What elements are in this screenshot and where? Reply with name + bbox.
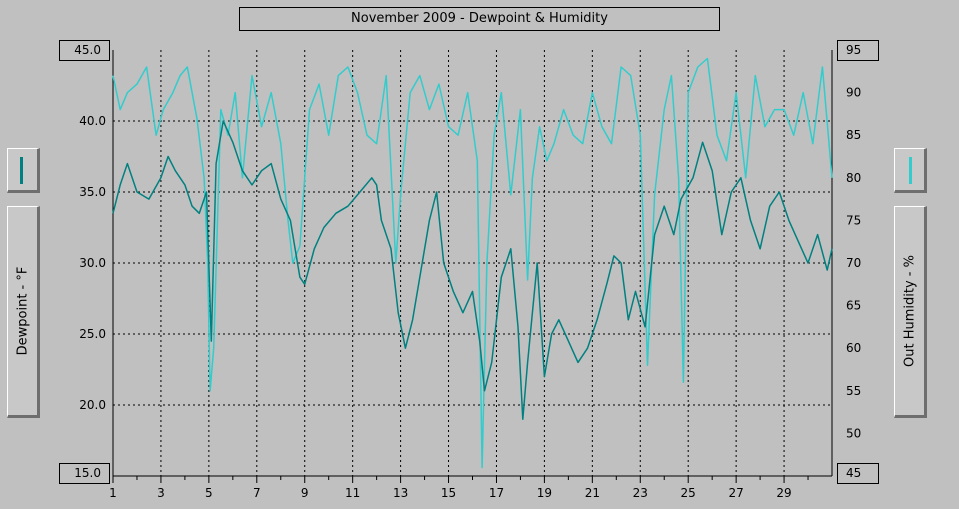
x-tick-label: 27: [728, 486, 743, 500]
x-tick-label: 1: [109, 486, 117, 500]
right-tick-label: 65: [846, 299, 861, 313]
x-tick-label: 15: [441, 486, 456, 500]
dewpoint-axis-panel[interactable]: Dewpoint - °F: [7, 206, 40, 418]
x-tick-label: 25: [681, 486, 696, 500]
humidity-line-icon: [909, 157, 912, 184]
x-tick-label: 19: [537, 486, 552, 500]
x-tick-label: 3: [157, 486, 165, 500]
right-tick-label: 70: [846, 256, 861, 270]
right-axis-max: 95: [837, 40, 879, 61]
right-tick-label: 60: [846, 341, 861, 355]
left-tick-label: 25.0: [79, 327, 106, 341]
right-axis-min: 45: [837, 463, 879, 484]
x-tick-label: 9: [301, 486, 309, 500]
right-tick-label: 50: [846, 426, 861, 440]
right-tick-label: 85: [846, 128, 861, 142]
x-tick-label: 29: [776, 486, 791, 500]
x-tick-label: 11: [345, 486, 360, 500]
dewpoint-series-line: [112, 120, 833, 420]
left-tick-label: 40.0: [79, 114, 106, 128]
x-tick-label: 5: [205, 486, 213, 500]
right-tick-label: 75: [846, 213, 861, 227]
left-axis-min: 15.0: [59, 463, 110, 484]
right-tick-label: 80: [846, 171, 861, 185]
x-tick-label: 17: [489, 486, 504, 500]
x-tick-label: 23: [633, 486, 648, 500]
humidity-axis-panel[interactable]: Out Humidity - %: [894, 206, 927, 418]
dewpoint-line-icon: [20, 157, 23, 184]
x-tick-label: 7: [253, 486, 261, 500]
left-tick-label: 20.0: [79, 398, 106, 412]
right-tick-label: 90: [846, 86, 861, 100]
left-tick-label: 35.0: [79, 185, 106, 199]
left-tick-label: 30.0: [79, 256, 106, 270]
dewpoint-legend-swatch[interactable]: [7, 148, 40, 193]
x-tick-label: 21: [585, 486, 600, 500]
left-axis-max: 45.0: [59, 40, 110, 61]
chart-title: November 2009 - Dewpoint & Humidity: [239, 7, 720, 31]
x-tick-label: 13: [393, 486, 408, 500]
humidity-series-line: [112, 57, 833, 469]
humidity-legend-swatch[interactable]: [894, 148, 927, 193]
right-tick-label: 55: [846, 384, 861, 398]
